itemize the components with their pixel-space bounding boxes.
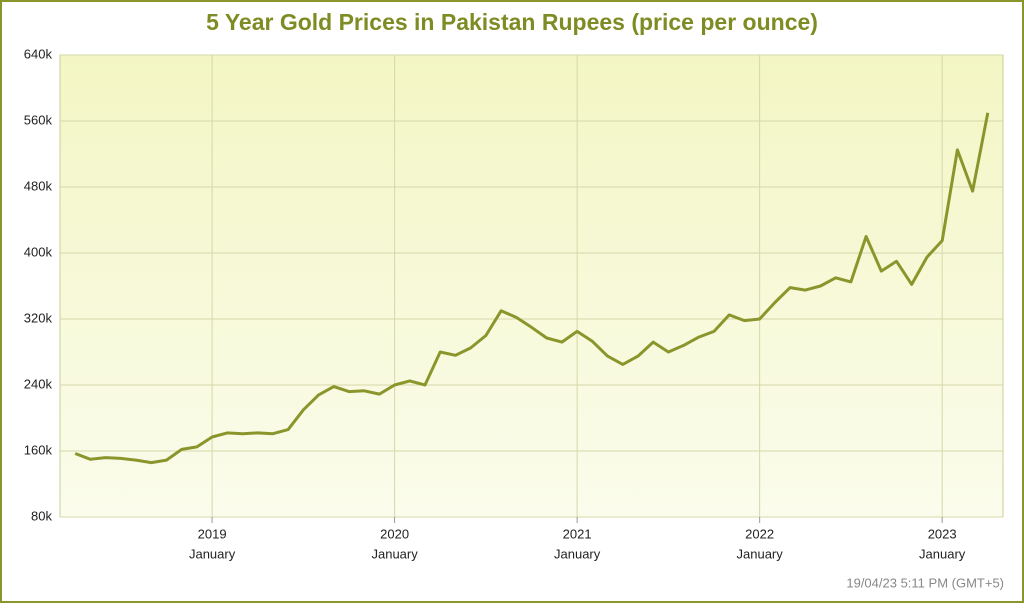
- x-tick-label: January: [371, 546, 418, 561]
- x-tick-label: 2023: [928, 526, 957, 541]
- y-tick-label: 560k: [24, 112, 53, 127]
- x-tick-label: 2022: [745, 526, 774, 541]
- price-line: [74, 112, 990, 465]
- y-tick-label: 640k: [24, 46, 53, 61]
- y-tick-label: 240k: [24, 376, 53, 391]
- chart-title: 5 Year Gold Prices in Pakistan Rupees (p…: [206, 9, 818, 35]
- x-tick-label: 2021: [563, 526, 592, 541]
- x-tick-label: January: [554, 546, 601, 561]
- y-tick-label: 400k: [24, 244, 53, 259]
- y-tick-label: 320k: [24, 310, 53, 325]
- y-tick-label: 160k: [24, 442, 53, 457]
- x-tick-label: January: [919, 546, 966, 561]
- x-tick-label: January: [737, 546, 784, 561]
- y-tick-label: 80k: [31, 508, 52, 523]
- timestamp: 19/04/23 5:11 PM (GMT+5): [846, 575, 1004, 590]
- plot-area: [59, 54, 1004, 518]
- x-tick-label: 2019: [198, 526, 227, 541]
- y-tick-label: 480k: [24, 178, 53, 193]
- x-tick-label: January: [189, 546, 236, 561]
- x-tick-label: 2020: [380, 526, 409, 541]
